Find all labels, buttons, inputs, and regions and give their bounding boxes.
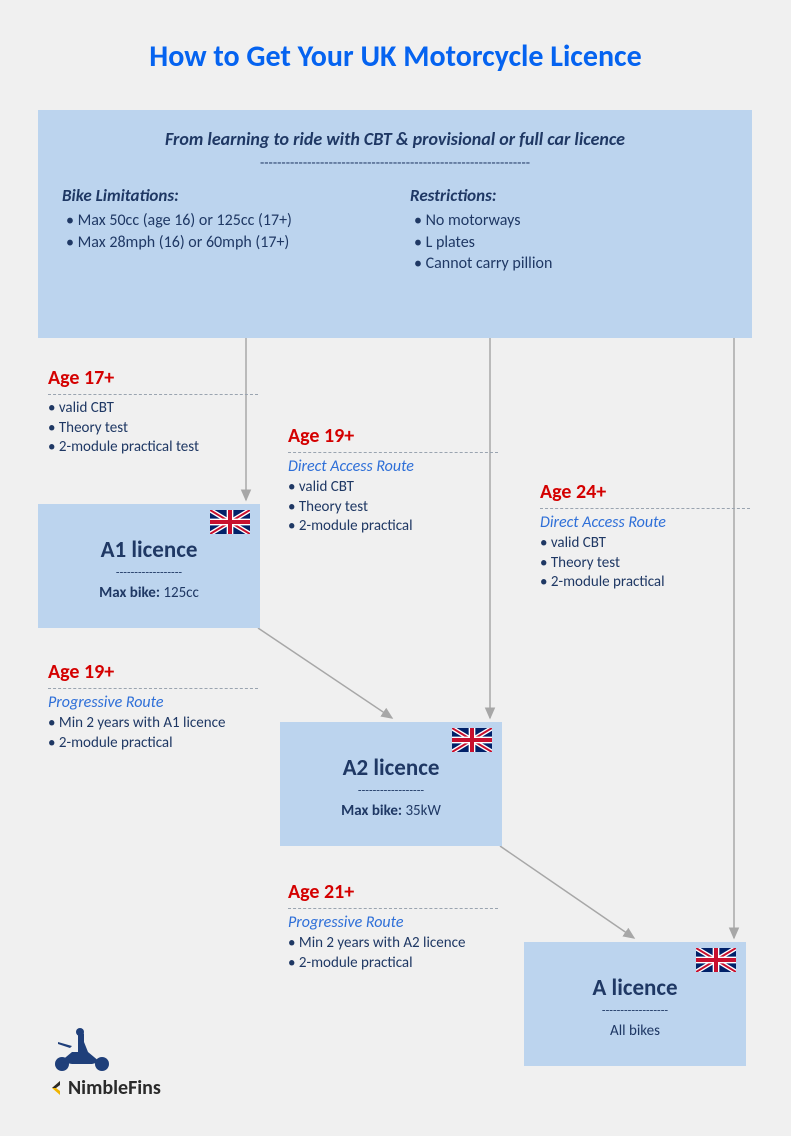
req-age-17: Age 17+ valid CBT Theory test 2-module p… — [48, 366, 258, 458]
divider-dashes: ------------------ — [540, 1004, 730, 1018]
list-item: valid CBT — [48, 399, 258, 419]
list-item: Cannot carry pillion — [410, 253, 728, 275]
restrictions-list: No motorways L plates Cannot carry pilli… — [410, 210, 728, 275]
licence-sub: Max bike: 35kW — [296, 802, 486, 820]
cbt-intro: From learning to ride with CBT & provisi… — [62, 128, 728, 150]
cbt-info-box: From learning to ride with CBT & provisi… — [38, 110, 752, 338]
licence-name: A1 licence — [54, 536, 244, 564]
restrictions-col: Restrictions: No motorways L plates Cann… — [410, 185, 728, 275]
route-label: Progressive Route — [48, 693, 258, 712]
list-item: valid CBT — [288, 478, 498, 498]
req-age-21-progressive: Age 21+ Progressive Route Min 2 years wi… — [288, 880, 498, 973]
licence-a-box: A licence ------------------ All bikes — [524, 942, 746, 1066]
uk-flag-icon — [696, 948, 736, 972]
req-age-24-direct: Age 24+ Direct Access Route valid CBT Th… — [540, 480, 750, 593]
uk-flag-icon — [210, 510, 250, 534]
bike-limitations-col: Bike Limitations: Max 50cc (age 16) or 1… — [62, 185, 380, 275]
divider — [48, 688, 258, 689]
req-age-19-progressive: Age 19+ Progressive Route Min 2 years wi… — [48, 660, 258, 753]
route-label: Direct Access Route — [540, 513, 750, 532]
uk-flag-icon — [452, 728, 492, 752]
licence-a2-box: A2 licence ------------------ Max bike: … — [280, 722, 502, 846]
divider — [48, 394, 258, 395]
restrictions-heading: Restrictions: — [410, 185, 728, 206]
list-item: 2-module practical test — [48, 438, 258, 458]
age-label: Age 19+ — [288, 424, 498, 450]
divider — [288, 452, 498, 453]
licence-a1-box: A1 licence ------------------ Max bike: … — [38, 504, 260, 628]
req-age-19-direct: Age 19+ Direct Access Route valid CBT Th… — [288, 424, 498, 537]
divider — [288, 908, 498, 909]
route-label: Direct Access Route — [288, 457, 498, 476]
list-item: L plates — [410, 232, 728, 254]
list-item: Min 2 years with A1 licence — [48, 714, 258, 734]
licence-name: A2 licence — [296, 754, 486, 782]
list-item: Min 2 years with A2 licence — [288, 934, 498, 954]
route-label: Progressive Route — [288, 913, 498, 932]
list-item: Theory test — [540, 554, 750, 574]
bike-limitations-heading: Bike Limitations: — [62, 185, 380, 206]
logo-text: NimbleFins — [48, 1076, 161, 1100]
list-item: 2-module practical — [288, 954, 498, 974]
list-item: 2-module practical — [288, 517, 498, 537]
divider-dashes: ------------------ — [54, 566, 244, 580]
licence-name: A licence — [540, 974, 730, 1002]
age-label: Age 19+ — [48, 660, 258, 686]
nimblefins-logo: NimbleFins — [48, 1022, 161, 1100]
list-item: Theory test — [288, 498, 498, 518]
bike-limitations-list: Max 50cc (age 16) or 125cc (17+) Max 28m… — [62, 210, 380, 253]
divider — [540, 508, 750, 509]
list-item: Theory test — [48, 419, 258, 439]
age-label: Age 24+ — [540, 480, 750, 506]
licence-sub: Max bike: 125cc — [54, 584, 244, 602]
age-label: Age 17+ — [48, 366, 258, 392]
divider-dashes: ----------------------------------------… — [62, 154, 728, 171]
list-item: Max 28mph (16) or 60mph (17+) — [62, 232, 380, 254]
divider-dashes: ------------------ — [296, 784, 486, 798]
list-item: Max 50cc (age 16) or 125cc (17+) — [62, 210, 380, 232]
page-title: How to Get Your UK Motorcycle Licence — [0, 38, 791, 75]
motorcycle-icon — [48, 1022, 118, 1072]
list-item: No motorways — [410, 210, 728, 232]
list-item: 2-module practical — [540, 573, 750, 593]
list-item: valid CBT — [540, 534, 750, 554]
age-label: Age 21+ — [288, 880, 498, 906]
chevron-left-icon — [48, 1079, 66, 1097]
licence-sub: All bikes — [540, 1022, 730, 1040]
list-item: 2-module practical — [48, 734, 258, 754]
